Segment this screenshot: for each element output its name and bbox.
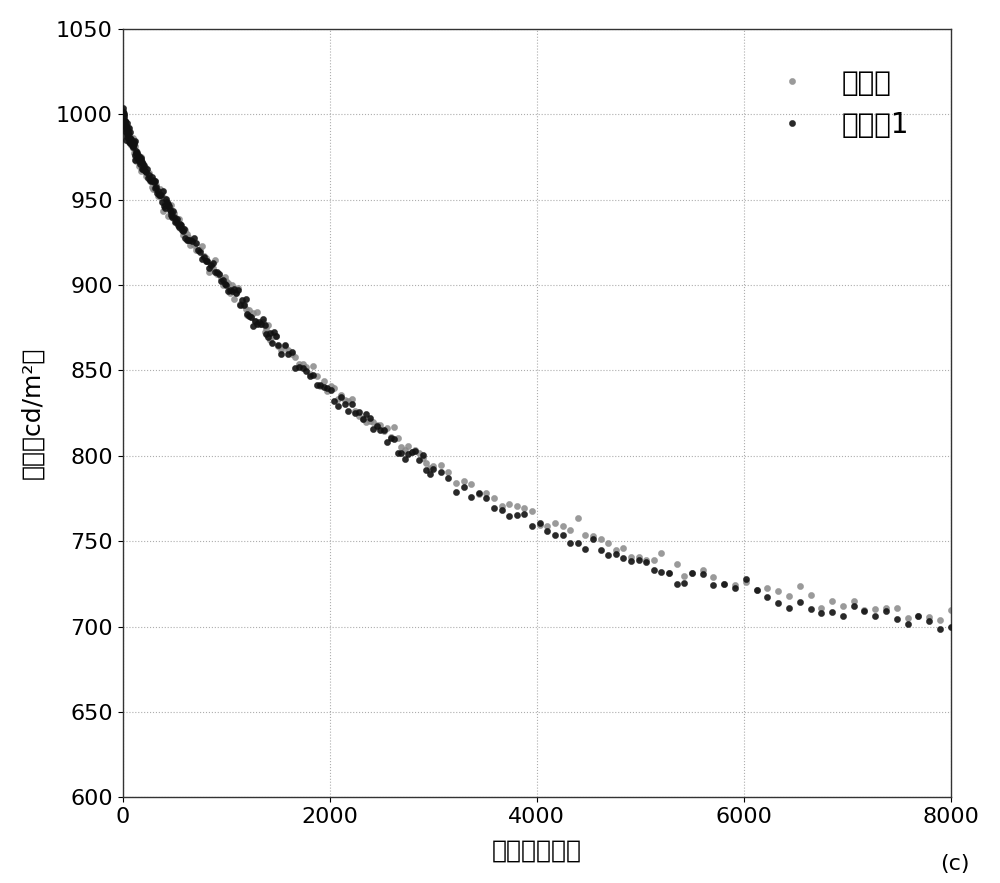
Line: 实施例1: 实施例1	[119, 105, 954, 632]
参照例	[300, 361, 312, 372]
Line: 参照例: 参照例	[119, 108, 954, 623]
参照例	[945, 605, 957, 615]
参照例	[117, 105, 129, 116]
实施例1	[934, 624, 946, 635]
实施例1	[289, 362, 301, 373]
实施例1	[663, 568, 675, 578]
实施例1	[300, 366, 312, 376]
参照例	[307, 361, 319, 372]
X-axis label: 时间［小时］: 时间［小时］	[492, 838, 582, 862]
实施例1	[945, 622, 957, 632]
Text: (c): (c)	[940, 854, 970, 874]
参照例	[154, 184, 166, 194]
实施例1	[117, 107, 129, 117]
参照例	[156, 186, 168, 197]
实施例1	[117, 103, 129, 114]
参照例	[934, 615, 946, 625]
实施例1	[307, 370, 319, 381]
参照例	[117, 107, 129, 117]
Legend: 参照例, 实施例1: 参照例, 实施例1	[753, 58, 920, 150]
实施例1	[154, 190, 166, 200]
实施例1	[156, 197, 168, 208]
参照例	[289, 351, 301, 362]
Y-axis label: 亮度［cd/m²］: 亮度［cd/m²］	[21, 347, 45, 479]
参照例	[663, 568, 675, 578]
